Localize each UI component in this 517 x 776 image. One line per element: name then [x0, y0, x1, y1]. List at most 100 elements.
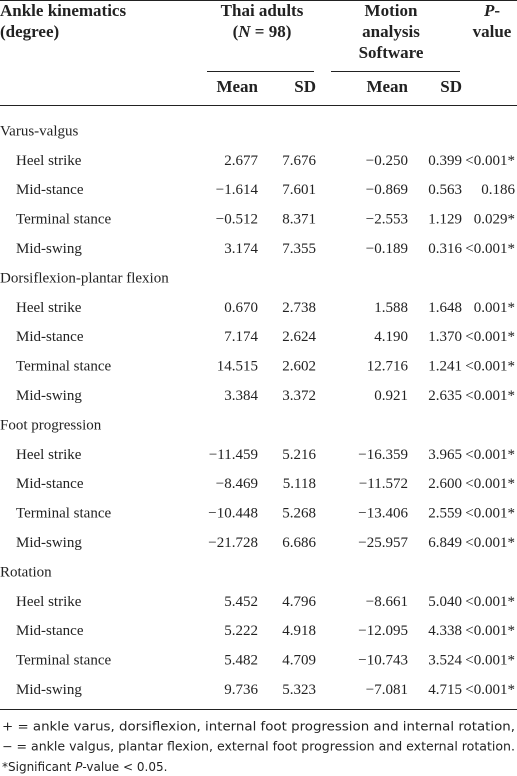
cell: <0.001* — [465, 329, 515, 345]
cell: 2.600 — [428, 476, 462, 492]
sub-header: Mean — [216, 77, 258, 96]
cell: 2.624 — [282, 329, 316, 345]
cell: 4.715 — [428, 682, 462, 698]
cell: 2.559 — [428, 506, 462, 522]
cell: 5.222 — [224, 623, 258, 639]
cell: −10.743 — [358, 653, 408, 669]
cell: −2.553 — [366, 212, 408, 228]
cell: 5.118 — [283, 476, 316, 492]
cell: 1.648 — [428, 300, 462, 316]
cell: <0.001* — [465, 653, 515, 669]
cell: 5.268 — [282, 506, 316, 522]
cell: 9.736 — [224, 682, 258, 698]
cell: <0.001* — [465, 506, 515, 522]
cell: −0.512 — [216, 212, 258, 228]
cell: 3.524 — [428, 653, 462, 669]
cell: −0.869 — [366, 182, 408, 198]
row-label: Mid-swing — [16, 682, 82, 698]
text: - — [494, 1, 500, 20]
cell: −0.189 — [366, 241, 408, 257]
text: P — [483, 1, 495, 20]
cell: 0.316 — [428, 241, 462, 257]
cell: 3.372 — [282, 388, 316, 404]
sub-header: SD — [440, 77, 462, 96]
cell: 2.635 — [428, 388, 462, 404]
row-label: Mid-stance — [16, 476, 84, 492]
cell: 0.563 — [428, 182, 462, 198]
footnote: + = ankle varus, dorsiflexion, internal … — [2, 720, 515, 734]
cell: 1.370 — [428, 329, 462, 345]
header-label: (degree) — [0, 22, 59, 41]
cell: <0.001* — [465, 476, 515, 492]
cell: −1.614 — [216, 182, 259, 198]
cell: <0.001* — [465, 682, 515, 698]
row-label: Terminal stance — [16, 359, 111, 375]
cell: 1.129 — [428, 212, 462, 228]
cell: −8.661 — [366, 594, 408, 610]
row-label: Terminal stance — [16, 212, 111, 228]
cell: <0.001* — [465, 359, 515, 375]
row-label: Mid-swing — [16, 241, 82, 257]
text: P — [75, 760, 83, 774]
sub-header: SD — [294, 77, 316, 96]
cell: 6.686 — [282, 535, 316, 551]
cell: −21.728 — [208, 535, 258, 551]
cell: <0.001* — [465, 388, 515, 404]
cell: −25.957 — [358, 535, 408, 551]
cell: 3.384 — [224, 388, 258, 404]
cell: 5.040 — [428, 594, 462, 610]
cell: 14.515 — [217, 359, 258, 375]
cell: 0.921 — [374, 388, 408, 404]
cell: 7.355 — [282, 241, 316, 257]
cell: 4.796 — [282, 594, 316, 610]
row-label: Mid-swing — [16, 535, 82, 551]
cell: 3.965 — [428, 447, 462, 463]
cell: −11.459 — [209, 447, 258, 463]
cell: 4.918 — [282, 623, 316, 639]
header-label: analysis — [362, 22, 420, 41]
cell: −11.572 — [359, 476, 408, 492]
text: = 98) — [251, 22, 292, 41]
header-label: P- — [483, 1, 500, 20]
cell: 0.001* — [474, 300, 515, 316]
cell: 7.676 — [282, 153, 316, 169]
cell: 3.174 — [224, 241, 258, 257]
header-label: value — [473, 22, 512, 41]
cell: <0.001* — [465, 241, 515, 257]
cell: 0.399 — [428, 153, 462, 169]
cell: 5.452 — [224, 594, 258, 610]
row-label: Mid-swing — [16, 388, 82, 404]
cell: 0.186 — [481, 182, 515, 198]
cell: 4.190 — [374, 329, 408, 345]
row-label: Heel strike — [16, 153, 82, 169]
header-label: (N = 98) — [233, 22, 292, 41]
cell: 12.716 — [367, 359, 409, 375]
cell: −13.406 — [358, 506, 408, 522]
cell: 1.241 — [428, 359, 462, 375]
cell: <0.001* — [465, 535, 515, 551]
cell: 2.677 — [224, 153, 258, 169]
text: -value < 0.05. — [82, 760, 167, 774]
cell: 4.338 — [428, 623, 462, 639]
cell: 2.602 — [282, 359, 316, 375]
cell: 6.849 — [428, 535, 462, 551]
cell: 2.738 — [282, 300, 316, 316]
cell: 5.323 — [282, 682, 316, 698]
cell: −12.095 — [358, 623, 408, 639]
cell: <0.001* — [465, 447, 515, 463]
cell: −0.250 — [366, 153, 408, 169]
section-title: Dorsiflexion-plantar flexion — [0, 270, 169, 286]
cell: 0.029* — [474, 212, 515, 228]
row-label: Mid-stance — [16, 182, 84, 198]
sub-header: Mean — [366, 77, 408, 96]
cell: <0.001* — [465, 623, 515, 639]
cell: 5.482 — [224, 653, 258, 669]
row-label: Heel strike — [16, 300, 82, 316]
cell: 4.709 — [282, 653, 316, 669]
cell: −10.448 — [208, 506, 258, 522]
cell: <0.001* — [465, 153, 515, 169]
cell: 7.174 — [224, 329, 258, 345]
header-label: Ankle kinematics — [0, 1, 126, 20]
row-label: Heel strike — [16, 447, 82, 463]
cell: 5.216 — [282, 447, 316, 463]
